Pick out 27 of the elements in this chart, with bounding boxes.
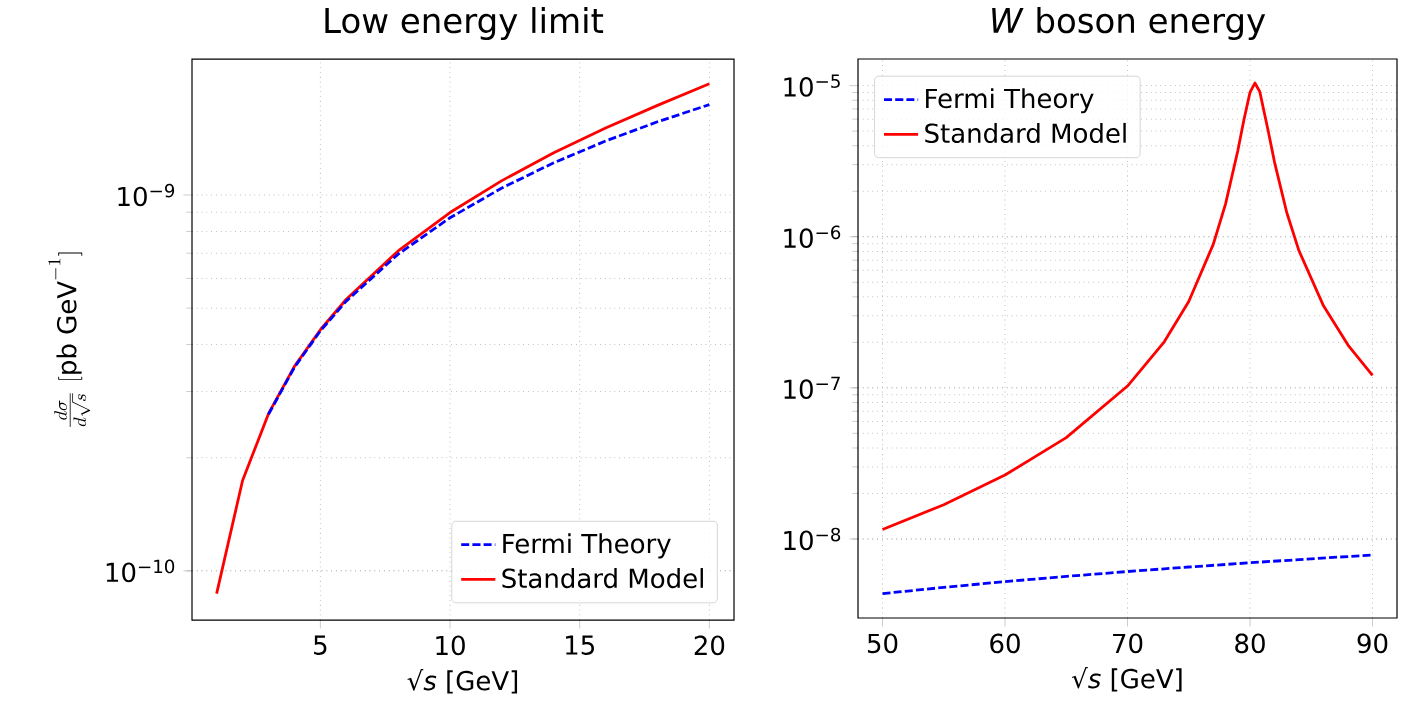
x-tick-label: 15 xyxy=(566,635,594,655)
y-axis-title: $\frac{d\sigma}{d\sqrt{s}}\ [\mathrm{pb\ GeV}^{-1}]$ xyxy=(48,252,91,427)
chart-title: Low energy limit xyxy=(325,7,604,40)
y-tick-label: 10$^{−10}$ xyxy=(106,559,175,583)
y-tick-label: 10$^{−7}$ xyxy=(784,376,840,400)
legend-label: Fermi Theory xyxy=(503,533,671,559)
line-series xyxy=(881,81,1374,531)
line-series xyxy=(267,103,711,416)
y-tick-label: 10$^{−8}$ xyxy=(784,527,841,551)
y-tick-label: 10$^{−6}$ xyxy=(784,225,841,249)
x-tick-label: 10 xyxy=(436,635,465,656)
x-tick-label: 70 xyxy=(1113,633,1143,654)
x-tick-label: 5 xyxy=(314,635,327,655)
chart-title: W boson energy xyxy=(992,7,1266,40)
x-axis-title: √s [GeV] xyxy=(407,669,518,694)
x-tick-label: 80 xyxy=(1235,633,1265,654)
y-tick-label: 10$^{−5}$ xyxy=(784,74,840,97)
x-tick-label: 20 xyxy=(694,635,725,656)
x-tick-label: 90 xyxy=(1357,633,1388,654)
y-tick-label: 10$^{−9}$ xyxy=(118,183,175,207)
legend-label: Standard Model xyxy=(925,122,1126,144)
x-axis-title: √s [GeV] xyxy=(1071,667,1182,692)
line-series xyxy=(881,553,1374,596)
x-tick-label: 50 xyxy=(867,633,898,654)
legend-label: Standard Model xyxy=(502,568,703,589)
x-tick-label: 60 xyxy=(990,633,1020,654)
legend-label: Fermi Theory xyxy=(926,88,1094,114)
